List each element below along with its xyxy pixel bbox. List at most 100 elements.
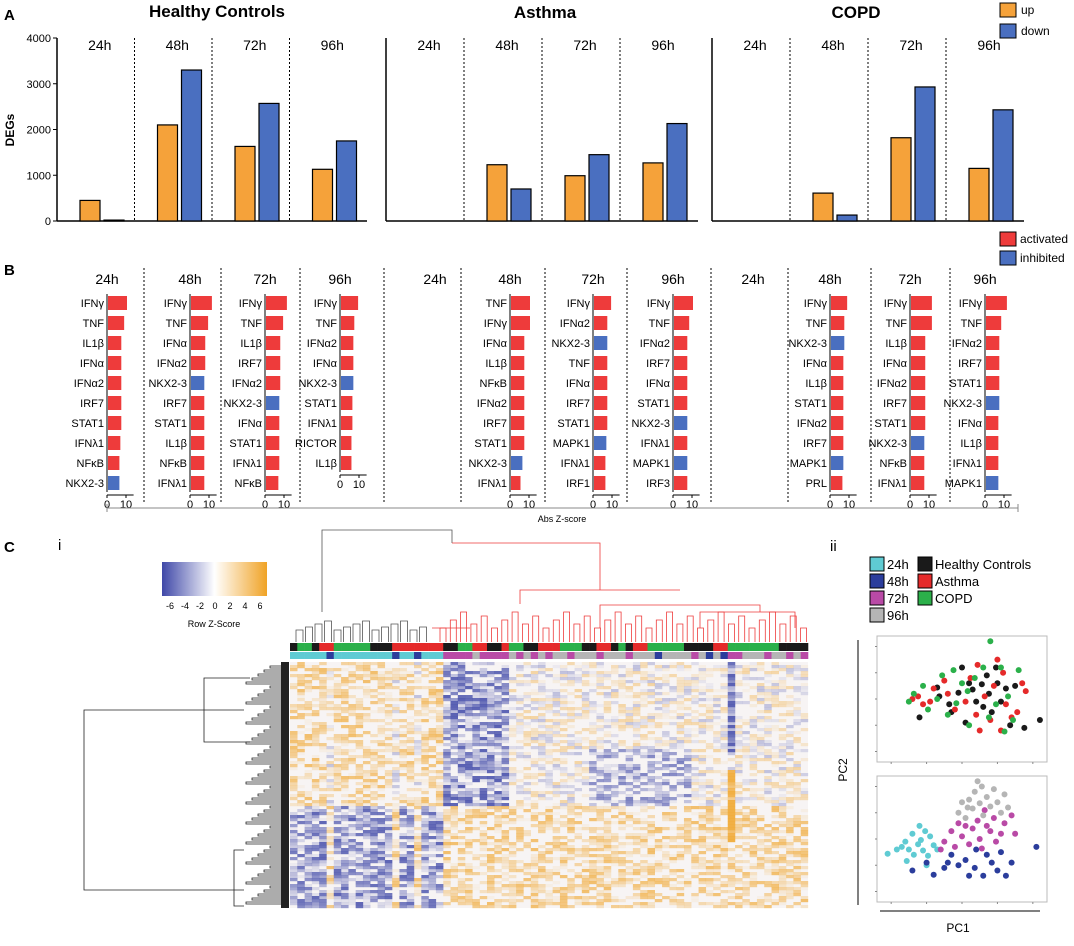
heatmap-cell xyxy=(596,797,604,801)
row-tree-leaf xyxy=(251,697,286,701)
heatmap-cell xyxy=(618,806,626,810)
heatmap-cell xyxy=(472,728,480,732)
heatmap-cell xyxy=(465,830,473,834)
heatmap-cell xyxy=(654,683,663,687)
heatmap-cell xyxy=(538,845,546,849)
heatmap-cell xyxy=(443,665,451,669)
track-group-cell xyxy=(698,643,707,651)
heatmap-cell xyxy=(348,854,356,858)
heatmap-cell xyxy=(516,848,524,852)
regulator-label: STAT1 xyxy=(794,398,827,410)
heatmap-cell xyxy=(581,881,590,885)
heatmap-cell xyxy=(326,803,334,807)
heatmap-cell xyxy=(297,749,305,753)
regulator-label: NKX2-3 xyxy=(631,418,670,430)
heatmap-cell xyxy=(764,800,772,804)
regulator-bar-inhibited xyxy=(674,416,688,430)
heatmap-cell xyxy=(326,728,334,732)
heatmap-cell xyxy=(683,824,692,828)
heatmap-cell xyxy=(501,665,510,669)
heatmap-cell xyxy=(297,692,305,696)
heatmap-cell xyxy=(479,779,488,783)
heatmap-cell xyxy=(443,818,451,822)
heatmap-cell xyxy=(581,737,590,741)
heatmap-cell xyxy=(530,701,539,705)
regulator-bar-activated xyxy=(674,336,688,350)
heatmap-cell xyxy=(764,704,772,708)
heatmap-cell xyxy=(625,869,634,873)
heatmap-cell xyxy=(494,701,502,705)
heatmap-cell xyxy=(640,689,648,693)
heatmap-cell xyxy=(341,788,349,792)
heatmap-cell xyxy=(698,770,707,774)
heatmap-cell xyxy=(457,818,466,822)
heatmap-cell xyxy=(793,839,801,843)
heatmap-cell xyxy=(486,737,495,741)
heatmap-cell xyxy=(297,890,305,894)
heatmap-cell xyxy=(691,677,699,681)
pca-point xyxy=(909,830,916,837)
heatmap-cell xyxy=(516,839,524,843)
heatmap-cell xyxy=(304,764,313,768)
track-time-cell xyxy=(632,652,641,659)
heatmap-cell xyxy=(603,860,612,864)
heatmap-cell xyxy=(545,869,553,873)
heatmap-cell xyxy=(786,710,794,714)
heatmap-cell xyxy=(567,818,575,822)
row-tree-leaf xyxy=(251,757,286,761)
heatmap-cell xyxy=(545,701,553,705)
heatmap-cell xyxy=(771,746,780,750)
heatmap-cell xyxy=(632,905,641,909)
heatmap-cell xyxy=(778,785,787,789)
regulator-label: IFNα2 xyxy=(74,378,104,390)
heatmap-cell xyxy=(589,710,597,714)
heatmap-cell xyxy=(319,860,327,864)
heatmap-cell xyxy=(465,770,473,774)
heatmap-cell xyxy=(596,815,604,819)
heatmap-cell xyxy=(654,713,663,717)
heatmap-cell xyxy=(742,860,750,864)
heatmap-cell xyxy=(370,710,378,714)
heatmap-cell xyxy=(764,869,772,873)
heatmap-cell xyxy=(414,827,422,831)
heatmap-cell xyxy=(654,749,663,753)
heatmap-cell xyxy=(341,662,349,666)
heatmap-cell xyxy=(683,683,692,687)
heatmap-cell xyxy=(399,767,407,771)
heatmap-cell xyxy=(713,854,721,858)
heatmap-cell xyxy=(742,872,750,876)
heatmap-cell xyxy=(735,869,743,873)
heatmap-cell xyxy=(676,893,685,897)
heatmap-cell xyxy=(377,887,386,891)
heatmap-cell xyxy=(683,806,692,810)
heatmap-cell xyxy=(581,671,590,675)
heatmap-cell xyxy=(333,785,342,789)
heatmap-cell xyxy=(421,836,429,840)
heatmap-cell xyxy=(297,776,305,780)
heatmap-cell xyxy=(341,710,349,714)
heatmap-cell xyxy=(793,890,801,894)
heatmap-cell xyxy=(545,860,553,864)
col-tree-leaf-red xyxy=(686,615,694,642)
heatmap-cell xyxy=(720,761,728,765)
heatmap-cell xyxy=(377,776,386,780)
heatmap-cell xyxy=(793,881,801,885)
heatmap-cell xyxy=(341,707,349,711)
heatmap-cell xyxy=(742,752,750,756)
heatmap-cell xyxy=(326,692,334,696)
heatmap-cell xyxy=(640,680,648,684)
heatmap-cell xyxy=(319,707,327,711)
heatmap-cell xyxy=(465,710,473,714)
heatmap-cell xyxy=(771,827,780,831)
heatmap-cell xyxy=(567,806,575,810)
heatmap-cell xyxy=(341,716,349,720)
pca-point xyxy=(955,862,962,869)
heatmap-cell xyxy=(756,794,765,798)
heatmap-cell xyxy=(311,848,320,852)
pca-point xyxy=(898,843,905,850)
heatmap-cell xyxy=(683,734,692,738)
heatmap-cell xyxy=(611,770,619,774)
heatmap-cell xyxy=(479,689,488,693)
heatmap-cell xyxy=(362,848,371,852)
heatmap-cell xyxy=(640,737,648,741)
